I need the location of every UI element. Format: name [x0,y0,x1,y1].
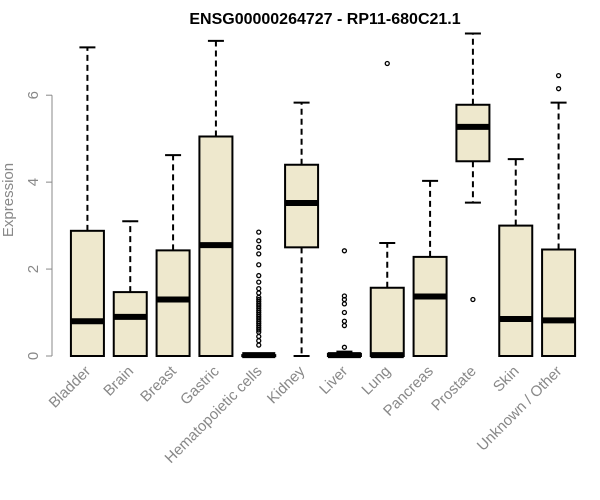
y-axis-label: Expression [0,163,17,237]
outlier-point [341,322,348,329]
box-skin [498,158,534,357]
outlier-point [384,60,390,67]
x-category-label: Bladder [46,363,95,412]
outlier-point [256,272,262,279]
outlier-point [256,290,262,296]
outlier-point [256,238,262,244]
y-tick-label: 6 [25,91,42,99]
outlier-point [256,285,262,292]
outlier-point [256,279,262,285]
box-bladder [69,46,105,357]
y-tick-label: 2 [25,265,42,273]
y-axis: 0 2 4 6 [25,91,53,360]
box-liver [326,248,362,359]
y-tick-label: 4 [25,178,42,186]
outlier-point [470,296,476,303]
box-body [412,255,448,357]
outlier-point [256,296,262,303]
box-lung [369,60,405,359]
box-body [541,248,577,357]
box-brain [112,220,148,358]
boxes-group [69,32,577,359]
outlier-point [341,309,348,316]
box-body [455,103,491,163]
box-hematopoietic-cells [241,229,277,359]
outlier-point [256,229,262,235]
outlier-point [256,333,262,340]
outlier-point [341,344,348,350]
outlier-point [256,262,262,268]
outlier-point [341,301,348,307]
x-category-label: Liver [316,363,351,398]
box-body [155,249,191,358]
outlier-point [341,293,348,299]
outlier-point [256,338,262,344]
chart-title: ENSG00000264727 - RP11-680C21.1 [189,11,460,28]
outlier-point [341,248,348,254]
x-category-label: Kidney [264,362,309,407]
box-body [369,286,405,357]
x-category-label: Lung [358,363,394,399]
outlier-point [555,86,562,92]
box-kidney [284,101,320,357]
box-body [112,291,148,358]
x-category-label: Brain [100,363,137,400]
x-category-label: Breast [137,362,180,405]
box-body [284,163,320,249]
outlier-point [341,318,348,324]
outlier-point [555,72,562,79]
box-unknown-other [541,72,577,357]
box-body [498,224,534,357]
y-tick-label: 0 [25,352,42,360]
outlier-point [256,244,262,250]
outlier-point [256,251,262,257]
box-body [69,229,105,357]
x-category-label: Prostate [428,363,480,415]
box-prostate [455,32,491,303]
outlier-point [256,342,262,348]
box-breast [155,154,191,358]
box-pancreas [412,179,448,357]
box-gastric [198,39,234,357]
x-category-label: Skin [490,363,523,396]
